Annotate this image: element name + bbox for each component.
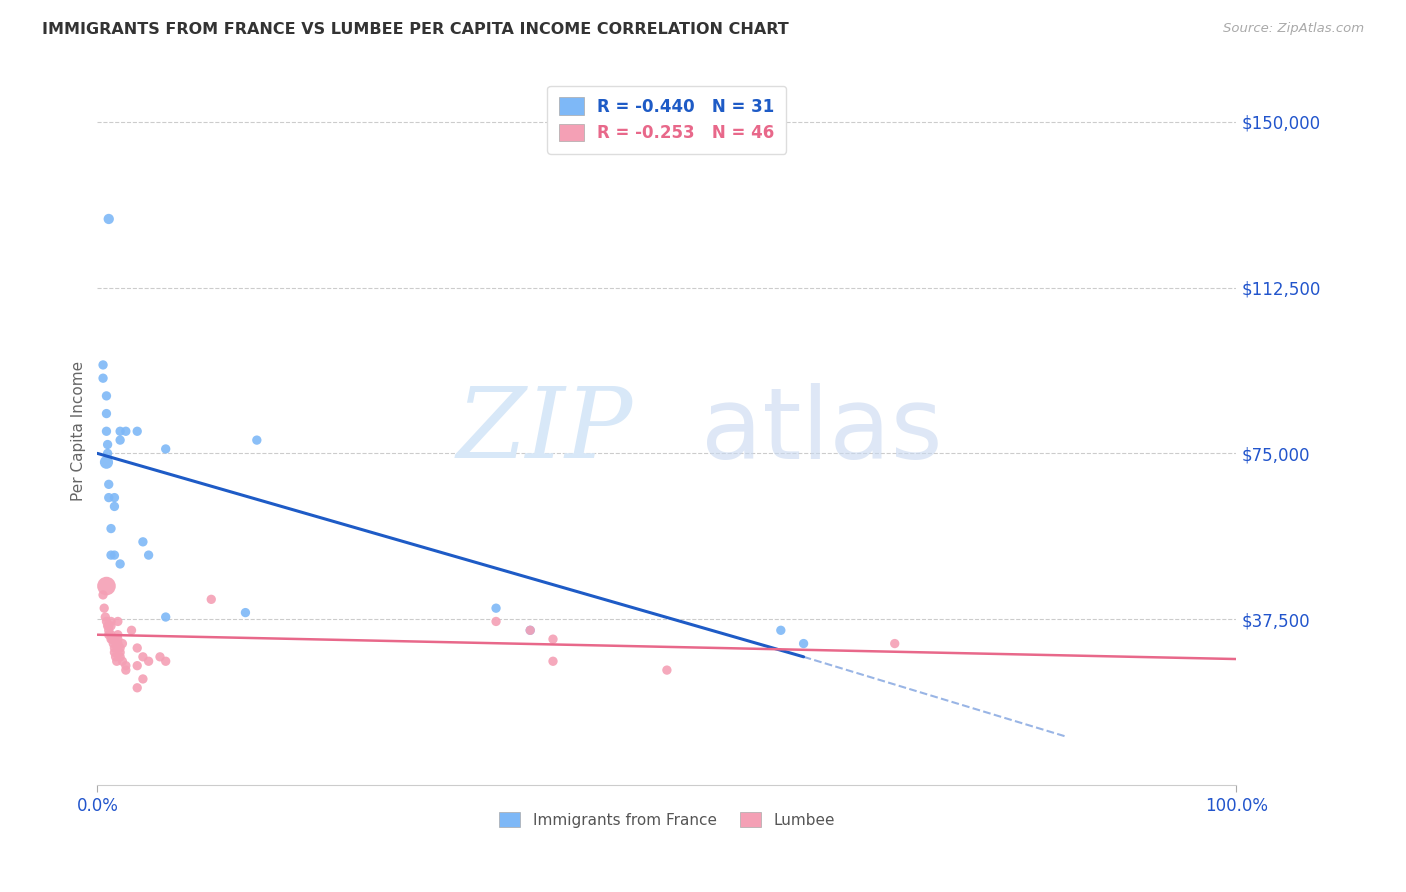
Point xyxy=(103,645,125,659)
Point xyxy=(104,649,127,664)
Point xyxy=(235,606,257,620)
Point xyxy=(96,455,118,469)
Point xyxy=(108,649,131,664)
Point xyxy=(100,615,122,629)
Point xyxy=(108,557,131,571)
Point xyxy=(108,645,131,659)
Legend: Immigrants from France, Lumbee: Immigrants from France, Lumbee xyxy=(494,806,841,834)
Point xyxy=(100,522,122,536)
Point xyxy=(97,437,120,451)
Point xyxy=(97,624,120,638)
Point xyxy=(97,619,120,633)
Point xyxy=(103,548,125,562)
Point xyxy=(138,548,160,562)
Point xyxy=(91,358,114,372)
Text: Source: ZipAtlas.com: Source: ZipAtlas.com xyxy=(1223,22,1364,36)
Point xyxy=(541,632,564,647)
Point xyxy=(132,534,155,549)
Point xyxy=(519,624,541,638)
Point xyxy=(541,654,564,668)
Point xyxy=(485,615,508,629)
Point xyxy=(96,389,118,403)
Point xyxy=(108,424,131,438)
Point xyxy=(107,636,129,650)
Point xyxy=(96,407,118,421)
Point xyxy=(114,424,136,438)
Point xyxy=(97,628,120,642)
Point xyxy=(155,610,177,624)
Point xyxy=(96,424,118,438)
Point xyxy=(94,610,117,624)
Point xyxy=(107,615,129,629)
Point xyxy=(100,619,122,633)
Point xyxy=(96,579,118,593)
Point xyxy=(97,446,120,460)
Point xyxy=(108,433,131,447)
Point xyxy=(485,601,508,615)
Text: ZIP: ZIP xyxy=(457,384,633,479)
Point xyxy=(91,588,114,602)
Point xyxy=(97,491,120,505)
Point xyxy=(107,632,129,647)
Point xyxy=(100,548,122,562)
Point xyxy=(138,654,160,668)
Point xyxy=(91,371,114,385)
Point xyxy=(103,640,125,655)
Point xyxy=(105,654,128,668)
Point xyxy=(100,628,122,642)
Point xyxy=(127,681,149,695)
Point xyxy=(100,632,122,647)
Point xyxy=(246,433,269,447)
Point xyxy=(127,658,149,673)
Point xyxy=(103,491,125,505)
Point xyxy=(793,636,815,650)
Point xyxy=(103,500,125,514)
Point xyxy=(97,619,120,633)
Point xyxy=(93,601,115,615)
Point xyxy=(101,632,124,647)
Point xyxy=(114,663,136,677)
Point xyxy=(155,654,177,668)
Point xyxy=(149,649,172,664)
Point xyxy=(107,628,129,642)
Point xyxy=(97,211,120,226)
Point xyxy=(519,624,541,638)
Point xyxy=(132,649,155,664)
Text: atlas: atlas xyxy=(702,383,942,480)
Y-axis label: Per Capita Income: Per Capita Income xyxy=(72,361,86,501)
Point xyxy=(655,663,678,677)
Text: IMMIGRANTS FROM FRANCE VS LUMBEE PER CAPITA INCOME CORRELATION CHART: IMMIGRANTS FROM FRANCE VS LUMBEE PER CAP… xyxy=(42,22,789,37)
Point xyxy=(108,640,131,655)
Point xyxy=(121,624,143,638)
Point xyxy=(114,658,136,673)
Point xyxy=(200,592,222,607)
Point xyxy=(111,654,134,668)
Point xyxy=(127,424,149,438)
Point xyxy=(127,640,149,655)
Point xyxy=(132,672,155,686)
Point xyxy=(155,442,177,456)
Point xyxy=(96,615,118,629)
Point xyxy=(111,636,134,650)
Point xyxy=(97,477,120,491)
Point xyxy=(103,636,125,650)
Point xyxy=(883,636,905,650)
Point xyxy=(769,624,792,638)
